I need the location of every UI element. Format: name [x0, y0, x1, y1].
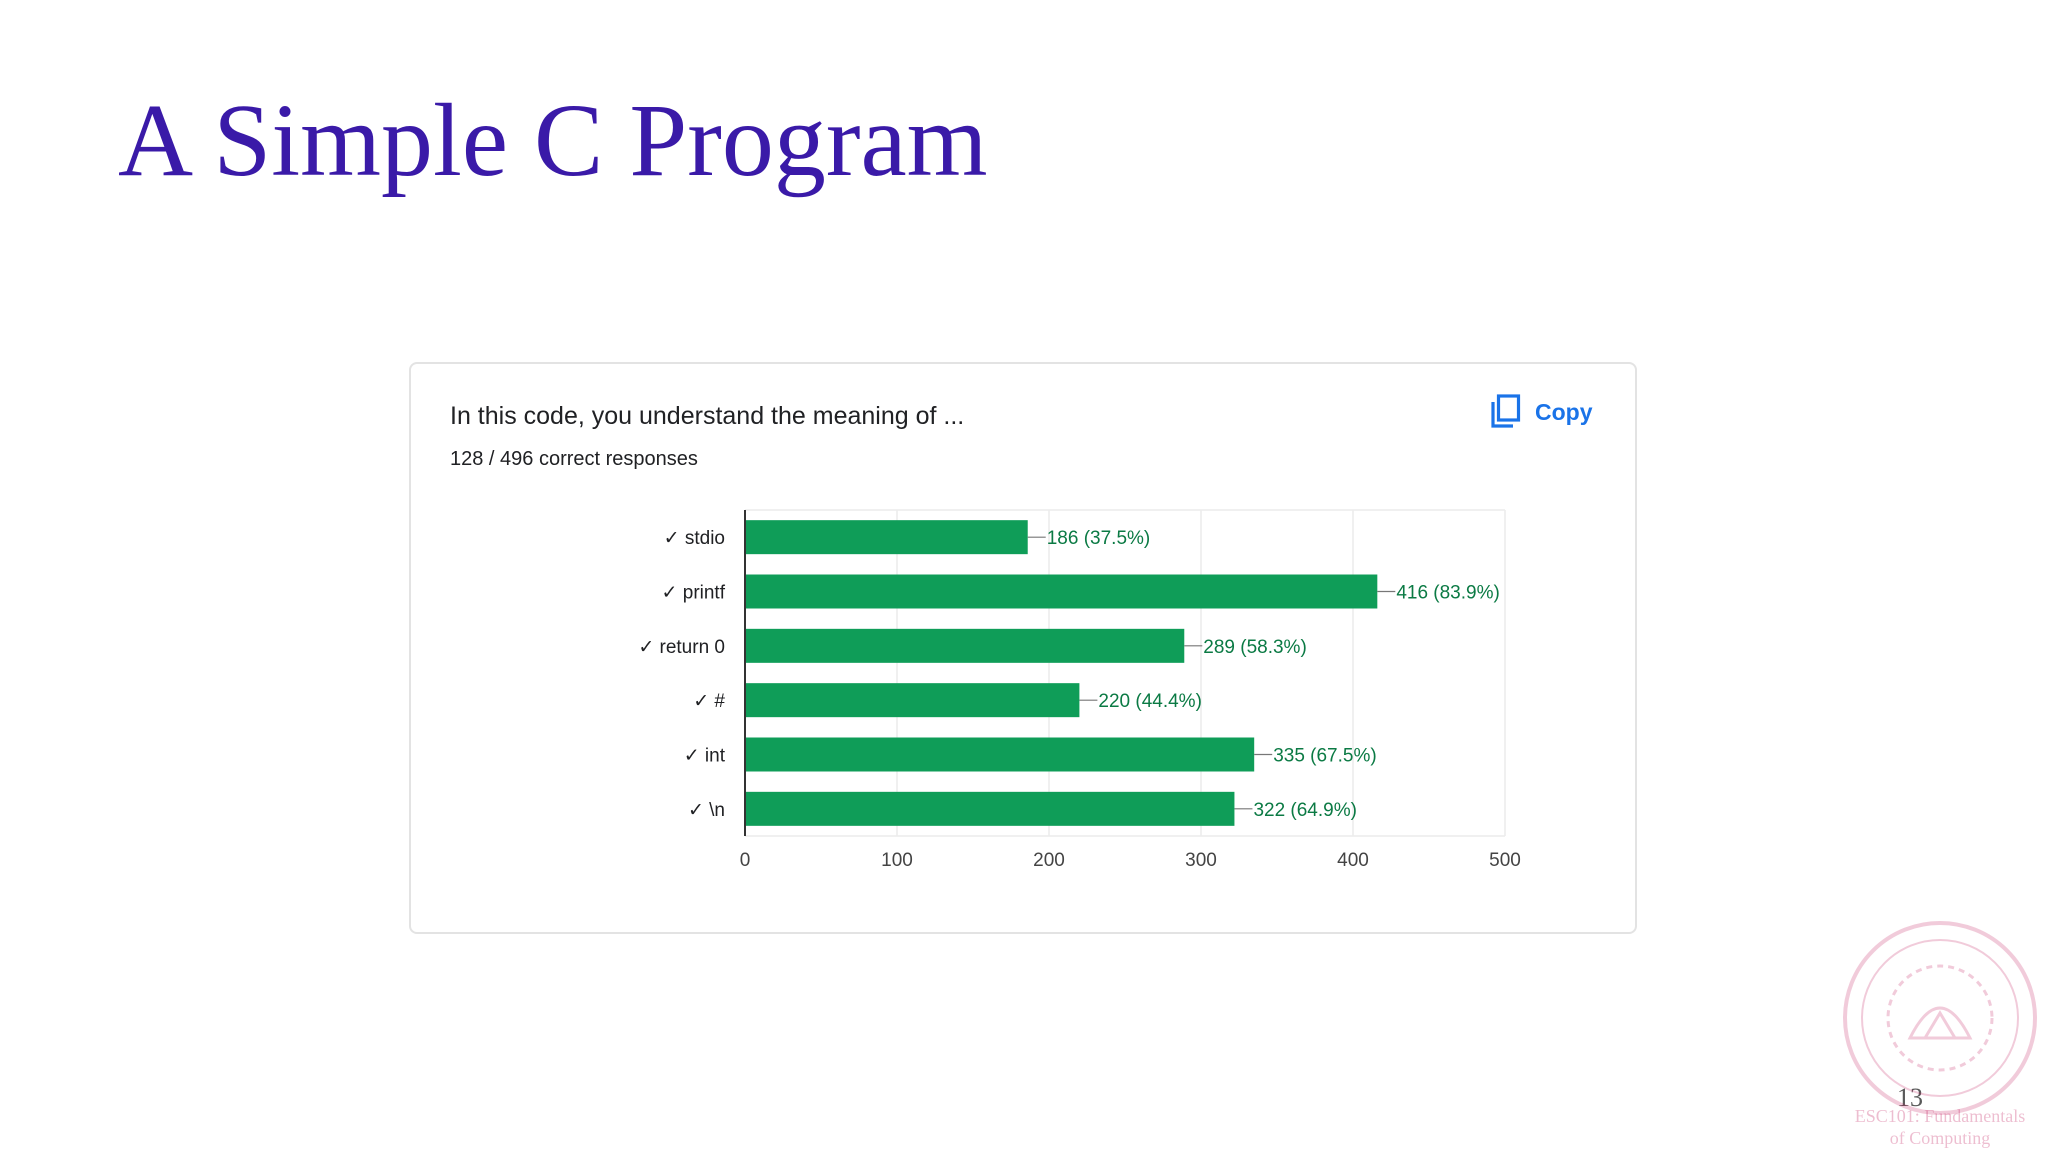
- x-tick-label-5: 500: [1489, 850, 1521, 871]
- watermark-caption-line-1: ESC101: Fundamentals: [1854, 1106, 2026, 1126]
- question-card: In this code, you understand the meaning…: [409, 362, 1637, 934]
- data-label-1: 416 (83.9%): [1396, 583, 1500, 604]
- category-label-2: ✓ return 0: [638, 637, 725, 658]
- category-label-5: ✓ \n: [688, 800, 725, 821]
- data-label-4: 335 (67.5%): [1273, 746, 1377, 767]
- copy-icon: [1491, 394, 1521, 428]
- slide-title: A Simple C Program: [118, 83, 988, 198]
- data-label-3: 220 (44.4%): [1098, 691, 1202, 712]
- x-tick-label-0: 0: [740, 850, 751, 871]
- copy-button[interactable]: Copy: [1489, 394, 1593, 430]
- watermark-caption-line-2: of Computing: [1889, 1128, 1991, 1148]
- category-label-3: ✓ #: [693, 691, 725, 712]
- category-label-1: ✓ printf: [662, 583, 726, 604]
- data-label-2: 289 (58.3%): [1203, 637, 1307, 658]
- institute-seal-watermark: [1843, 921, 2037, 1115]
- bar-2: [745, 628, 1185, 663]
- category-label-4: ✓ int: [684, 746, 726, 767]
- page-number: 13: [1897, 1083, 1923, 1112]
- x-tick-label-1: 100: [881, 850, 913, 871]
- question-text: In this code, you understand the meaning…: [450, 402, 965, 430]
- x-tick-label-3: 300: [1185, 850, 1217, 871]
- data-label-5: 322 (64.9%): [1253, 800, 1357, 821]
- correct-responses-count: 128 / 496 correct responses: [450, 448, 698, 470]
- x-tick-label-4: 400: [1337, 850, 1369, 871]
- watermark-caption: ESC101: Fundamentals of Computing: [1835, 1105, 2045, 1149]
- bar-5: [745, 791, 1235, 826]
- bar-3: [745, 683, 1080, 718]
- bar-0: [745, 520, 1028, 555]
- bar-chart: 186 (37.5%) ✓ stdio 416 (83.9%) ✓ printf 289…: [638, 509, 1521, 871]
- data-label-0: 186 (37.5%): [1047, 528, 1151, 549]
- bar-1: [745, 574, 1378, 609]
- copy-label: Copy: [1535, 398, 1593, 425]
- x-tick-label-2: 200: [1033, 850, 1065, 871]
- bar-4: [745, 737, 1255, 772]
- category-label-0: ✓ stdio: [664, 528, 725, 549]
